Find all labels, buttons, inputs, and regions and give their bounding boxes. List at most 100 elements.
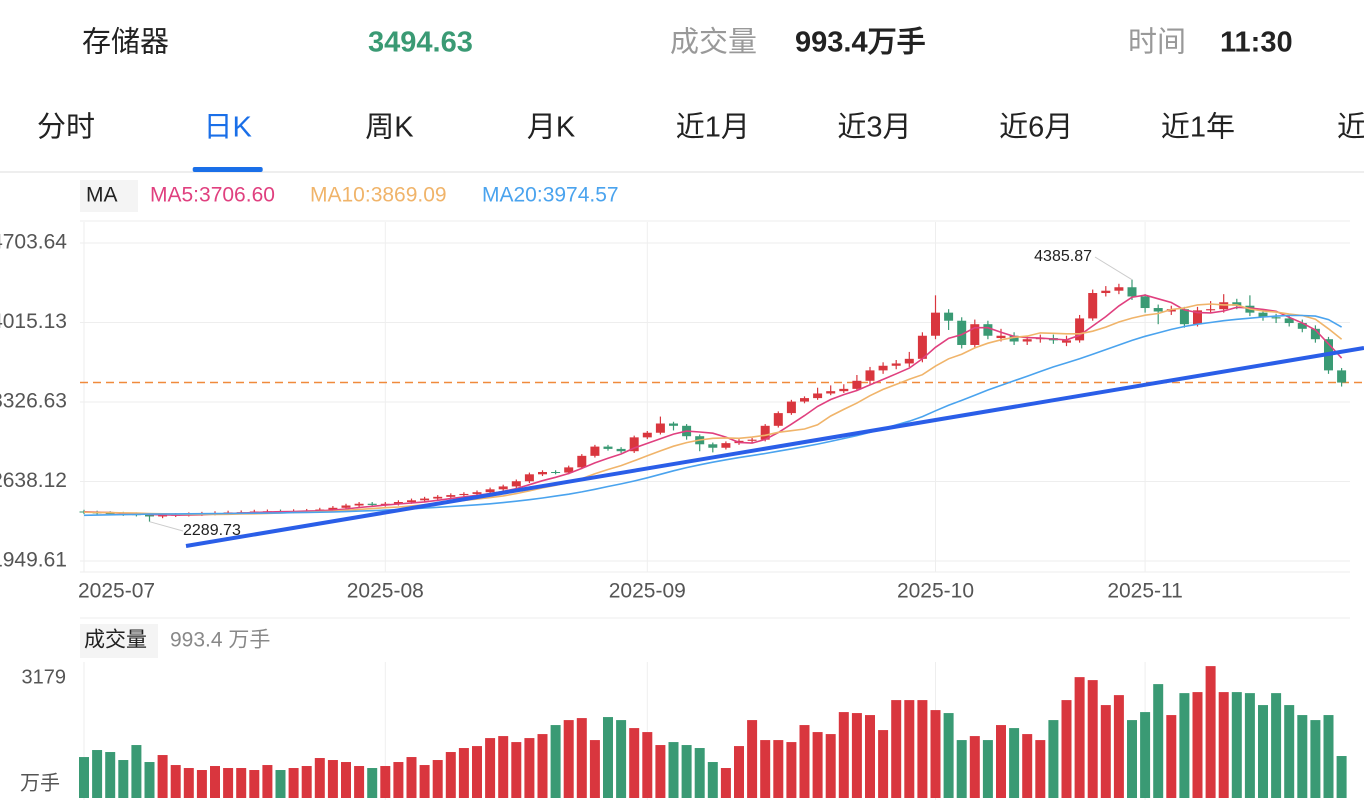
volume-bar (1022, 734, 1033, 798)
volume-bar (498, 736, 509, 798)
candle-body (944, 312, 954, 321)
candle-body (105, 512, 115, 514)
volume-bar (996, 725, 1006, 798)
volume-bar (472, 746, 482, 798)
legend-entry: MA20:3974.57 (482, 184, 619, 207)
candle-body (158, 515, 168, 517)
candle-body (760, 425, 770, 440)
volume-bar (223, 768, 234, 798)
candle-body (904, 358, 914, 364)
volume-bar (589, 740, 600, 798)
y-tick-label: 4703.64 (0, 230, 67, 253)
volume-bar (786, 742, 797, 798)
candle-body (590, 446, 600, 456)
tab[interactable]: 月K (527, 112, 576, 144)
volume-bar (380, 766, 391, 798)
candle-body (420, 498, 430, 501)
candle-body (996, 335, 1006, 339)
candle-body (1153, 308, 1163, 312)
volume-bar (1061, 700, 1072, 798)
candle-body (1062, 340, 1071, 343)
volume-bar (1153, 684, 1164, 798)
volume-bar (1074, 677, 1085, 798)
candle-body (669, 423, 678, 426)
tab[interactable]: 近6月 (999, 111, 1073, 144)
time-value: 11:30 (1220, 27, 1293, 59)
tab[interactable]: 近1年 (1161, 111, 1235, 144)
tab[interactable]: 分时 (37, 111, 95, 144)
tab-indicator (192, 167, 263, 172)
candle-body (878, 365, 888, 371)
legend-entry: MA10:3869.09 (310, 184, 447, 207)
volume-bar (341, 762, 351, 798)
volume-bar (943, 713, 954, 798)
tab[interactable]: 日K (204, 112, 253, 144)
volume-bar (1284, 705, 1295, 798)
candle-body (1219, 302, 1229, 310)
volume-bar (1323, 715, 1334, 798)
volume-title-box (80, 624, 158, 658)
candle-body (1337, 370, 1347, 383)
x-tick-label: 2025-11 (1107, 580, 1183, 603)
tab[interactable]: 周K (365, 112, 414, 144)
volume-bar (681, 745, 692, 798)
candle-body (800, 398, 809, 402)
x-tick-label: 2025-09 (609, 580, 686, 603)
volume-bar (406, 757, 417, 798)
ma-line (83, 303, 1343, 516)
candle-body (917, 335, 927, 359)
volume-bar (1336, 756, 1347, 798)
volume-bar (485, 738, 496, 798)
trend-line (185, 346, 1364, 548)
volume-bar (550, 725, 561, 798)
tab[interactable]: 近1月 (676, 111, 750, 144)
candle-body (524, 474, 534, 482)
volume-bar (812, 732, 823, 798)
volume-unit: 万手 (20, 771, 60, 794)
candle-body (393, 502, 403, 504)
volume-bar (314, 758, 325, 798)
volume-bar (92, 750, 103, 798)
candle-body (1193, 310, 1202, 325)
volume-bar (275, 770, 286, 798)
tab[interactable]: 近3 (1337, 111, 1364, 144)
candle-body (1310, 328, 1320, 340)
volume-bar (157, 755, 168, 798)
stock-name: 存储器 (82, 26, 169, 59)
volume-bar (668, 742, 679, 798)
candle-body (564, 467, 574, 473)
volume-bar (393, 762, 404, 798)
volume-bar (327, 760, 338, 798)
candle-body (891, 363, 901, 366)
tab[interactable]: 近3月 (837, 111, 911, 144)
candle-body (852, 380, 862, 389)
legend-entry: MA5:3706.60 (150, 184, 275, 207)
volume-bar (458, 748, 469, 798)
candle-body (328, 507, 338, 510)
candle-body (1101, 290, 1111, 294)
candle-body (1022, 339, 1032, 342)
candle-body (721, 443, 731, 448)
candle-body (446, 495, 456, 497)
volume-bar (1205, 666, 1216, 798)
candle-body (826, 391, 836, 394)
candle-body (511, 481, 521, 487)
candle-body (367, 503, 377, 505)
volume-bar (825, 734, 836, 798)
volume-bar (956, 740, 967, 798)
low-annotation: 2289.73 (183, 522, 241, 539)
candle-body (341, 505, 351, 508)
volume-bar (773, 740, 784, 798)
candle-body (1258, 312, 1268, 318)
candle-body (865, 370, 875, 381)
candle-body (1297, 323, 1307, 329)
ma-label: MA (86, 184, 118, 207)
candle-body (603, 446, 613, 449)
candle-body (629, 437, 639, 452)
volume-bar (1179, 693, 1190, 798)
volume-bar (144, 762, 155, 798)
volume-bar (642, 732, 653, 798)
